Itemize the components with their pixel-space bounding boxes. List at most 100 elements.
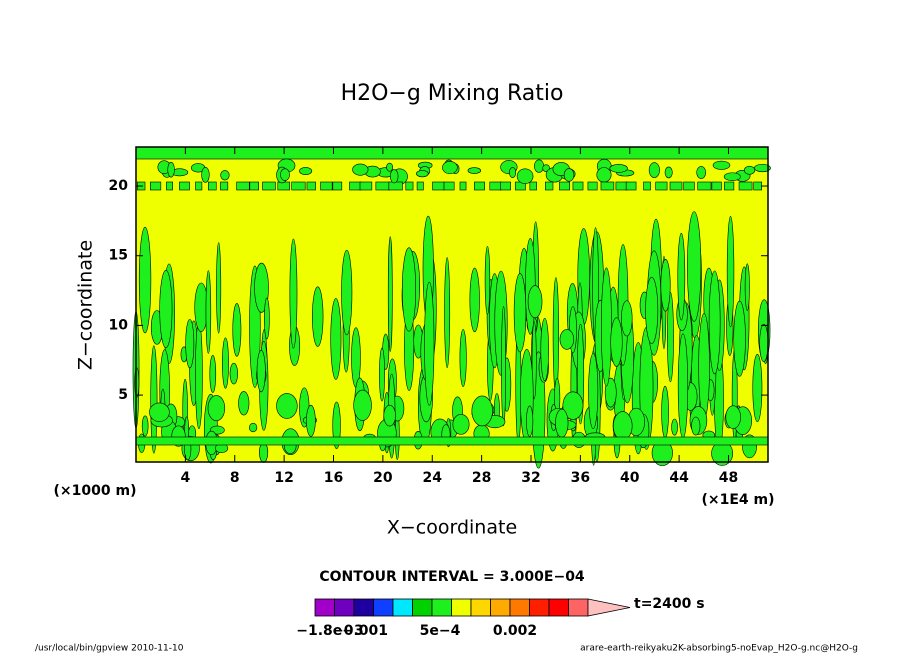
colorbar-box: [568, 598, 589, 617]
contour-band: [135, 146, 769, 160]
x-tick-label: 36: [571, 470, 590, 486]
contour-blob: [299, 167, 313, 175]
contour-blob: [609, 164, 628, 173]
contour-band: [738, 181, 753, 191]
contour-band: [166, 181, 173, 191]
contour-blob: [667, 291, 674, 383]
y-tick-label: 15: [109, 248, 128, 264]
contour-blob: [726, 215, 735, 328]
contour-band: [615, 181, 628, 191]
contour-blob: [533, 159, 545, 173]
contour-band: [669, 181, 683, 191]
contour-band: [474, 181, 485, 191]
contour-band: [349, 181, 362, 191]
contour-blob: [201, 167, 210, 183]
chart-title: H2O−g Mixing Ratio: [341, 81, 564, 106]
colorbar-box: [412, 598, 433, 617]
contour-band: [277, 181, 291, 191]
contour-band: [572, 181, 584, 191]
colorbar-box: [548, 598, 569, 617]
contour-interval: CONTOUR INTERVAL = 3.000E−04: [319, 569, 585, 585]
contour-band: [150, 181, 162, 191]
contour-blob: [159, 270, 173, 349]
contour-blob: [401, 247, 417, 332]
contour-band: [208, 181, 217, 191]
contour-blob: [562, 391, 584, 420]
contour-blob: [459, 329, 467, 387]
contour-blob: [648, 162, 660, 178]
contour-blob: [207, 395, 226, 422]
contour-band: [306, 181, 316, 191]
footer-right: arare-earth-reikyaku2K-absorbing5-noEvap…: [580, 644, 858, 654]
contour-blob: [209, 354, 217, 393]
contour-blob: [744, 263, 750, 311]
footer-left: /usr/local/bin/gpview 2010-11-10: [35, 644, 184, 654]
x-tick-label: 20: [373, 470, 393, 486]
contour-band: [249, 181, 260, 191]
contour-band: [262, 181, 276, 191]
colorbar-box: [392, 598, 413, 617]
contour-blob: [588, 353, 599, 429]
contour-blob: [138, 226, 152, 334]
contour-band: [500, 181, 511, 191]
y-tick-label: 20: [109, 178, 129, 194]
contour-blob: [238, 391, 250, 416]
contour-blob: [341, 249, 353, 336]
x-unit: (×1E4 m): [701, 492, 774, 508]
x-tick-label: 32: [521, 470, 540, 486]
contour-blob: [312, 286, 324, 347]
contour-blob: [660, 258, 671, 312]
contour-blob: [452, 413, 470, 435]
contour-blob: [383, 404, 396, 427]
contour-blob: [386, 162, 394, 172]
contour-field: [132, 146, 771, 469]
contour-blob: [759, 323, 769, 363]
contour-blob: [610, 317, 623, 367]
contour-band: [711, 181, 722, 191]
contour-blob: [195, 321, 203, 430]
contour-blob: [698, 313, 710, 420]
contour-blob: [387, 236, 393, 352]
contour-band: [236, 181, 250, 191]
contour-blob: [229, 362, 239, 385]
colorbar-box: [451, 598, 472, 617]
contour-blob: [677, 232, 686, 321]
contour-blob: [352, 163, 369, 176]
x-axis-label: X−coordinate: [387, 517, 517, 539]
contour-blob: [222, 337, 229, 389]
contour-band: [625, 181, 637, 191]
contour-blob: [264, 297, 270, 340]
colorbar-label: 0.002: [493, 623, 537, 639]
contour-blob: [205, 270, 212, 354]
contour-blob: [141, 415, 149, 437]
plot-frame: [135, 146, 769, 463]
contour-blob: [249, 422, 258, 433]
contour-blob: [604, 377, 617, 408]
contour-blob: [330, 298, 342, 380]
contour-blob: [621, 300, 633, 337]
colorbar-label: −1.8e−3: [296, 623, 364, 639]
contour-band: [600, 181, 615, 191]
y-tick-label: 5: [118, 387, 128, 403]
y-tick-label: 10: [109, 317, 129, 333]
contour-blob: [687, 211, 702, 322]
contour-blob: [442, 161, 458, 175]
contour-blob: [289, 238, 298, 349]
contour-blob: [416, 170, 429, 178]
contour-blob: [513, 273, 527, 353]
colorbar-box: [529, 598, 550, 617]
contour-blob: [559, 329, 575, 350]
contour-blob: [552, 277, 560, 395]
colorbar: −1.8e−3−0.001 5e−4 0.002: [296, 598, 631, 639]
contour-band: [332, 181, 343, 191]
contour-band: [587, 181, 598, 191]
contour-blob: [353, 389, 372, 421]
colorbar-box: [314, 598, 335, 617]
contour-blob: [563, 168, 575, 182]
y-unit: (×1000 m): [54, 483, 137, 499]
contour-blob: [254, 262, 269, 313]
contour-blob: [276, 393, 298, 419]
colorbar-box: [490, 598, 511, 617]
contour-blob: [280, 168, 290, 181]
